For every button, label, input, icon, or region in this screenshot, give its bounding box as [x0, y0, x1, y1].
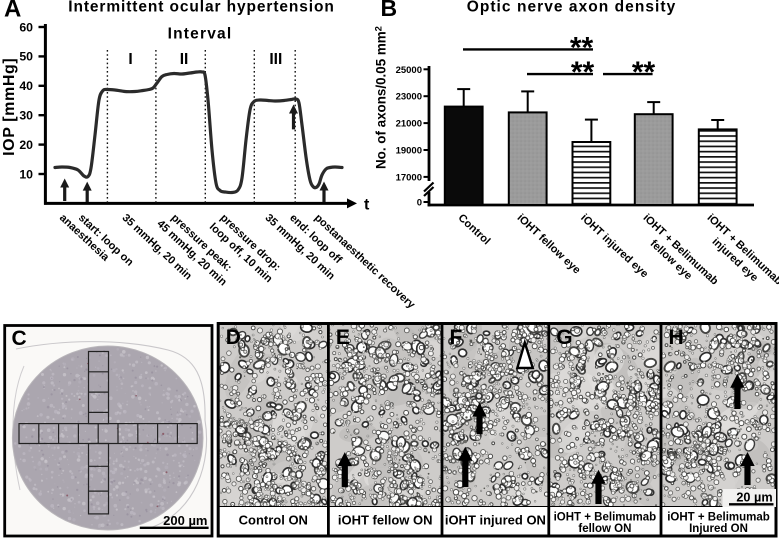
svg-text:23000: 23000	[396, 92, 422, 103]
svg-text:iOHT injured ON: iOHT injured ON	[445, 513, 546, 528]
svg-text:iOHT + Belimumab: iOHT + Belimumab	[667, 512, 770, 524]
svg-text:Interval: Interval	[168, 26, 233, 43]
svg-text:F: F	[450, 326, 463, 349]
svg-text:60: 60	[19, 20, 33, 34]
svg-text:0: 0	[417, 198, 422, 209]
svg-text:Control ON: Control ON	[239, 513, 308, 528]
svg-text:Intermittent ocular hypertensi: Intermittent ocular hypertension	[68, 0, 335, 16]
svg-text:30: 30	[19, 109, 33, 123]
svg-text:19000: 19000	[396, 146, 422, 157]
svg-text:**: **	[570, 32, 594, 65]
svg-text:III: III	[269, 51, 282, 68]
svg-text:200 µm: 200 µm	[163, 513, 207, 528]
svg-text:20 µm: 20 µm	[736, 491, 772, 505]
svg-text:fellow ON: fellow ON	[578, 523, 631, 535]
svg-text:10: 10	[19, 167, 33, 181]
svg-text:t: t	[364, 197, 370, 214]
svg-text:17000: 17000	[396, 172, 422, 183]
svg-text:21000: 21000	[396, 119, 422, 130]
svg-text:B: B	[381, 0, 398, 21]
svg-text:E: E	[336, 326, 350, 349]
svg-text:H: H	[669, 326, 684, 349]
svg-text:25000: 25000	[396, 65, 422, 76]
svg-text:iOHT fellow ON: iOHT fellow ON	[338, 513, 433, 528]
svg-text:A: A	[4, 0, 21, 23]
svg-text:50: 50	[19, 50, 33, 64]
svg-text:40: 40	[19, 79, 33, 93]
svg-text:Injured ON: Injured ON	[689, 523, 748, 535]
svg-text:iOHT + Belimumab: iOHT + Belimumab	[554, 512, 657, 524]
svg-text:20: 20	[19, 138, 33, 152]
svg-text:G: G	[556, 326, 572, 349]
svg-text:II: II	[180, 51, 189, 68]
svg-text:IOP [mmHg]: IOP [mmHg]	[1, 58, 18, 156]
svg-text:**: **	[632, 56, 656, 89]
svg-text:No. of axons/0.05 mm2: No. of axons/0.05 mm2	[373, 26, 389, 169]
svg-text:D: D	[226, 326, 241, 349]
svg-text:**: **	[571, 56, 595, 89]
svg-text:I: I	[128, 51, 132, 68]
svg-text:C: C	[12, 327, 27, 350]
svg-text:Optic nerve axon density: Optic nerve axon density	[467, 0, 677, 16]
